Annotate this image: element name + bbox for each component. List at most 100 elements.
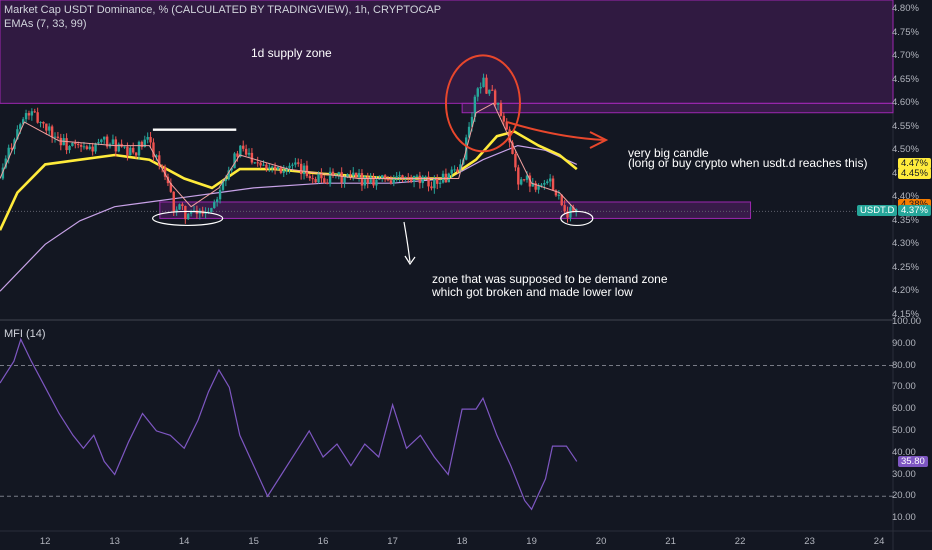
price-tick-2: 4.70% xyxy=(892,50,919,62)
mfi-tick-4: 60.00 xyxy=(892,403,916,415)
candle-body-101 xyxy=(294,162,297,165)
candle-body-189 xyxy=(548,178,552,182)
price-tick-6: 4.50% xyxy=(892,144,919,156)
candle-body-121 xyxy=(352,172,355,176)
candle-body-145 xyxy=(421,176,424,184)
mfi-tick-2: 80.00 xyxy=(892,359,916,371)
mfi-tick-3: 70.00 xyxy=(892,381,916,393)
candle-body-109 xyxy=(317,172,320,183)
white-pointer xyxy=(403,221,411,263)
candle-body-140 xyxy=(407,177,410,179)
price-badge-0: 4.47% xyxy=(898,158,931,170)
candle-body-49 xyxy=(143,139,146,147)
candle-body-130 xyxy=(378,178,381,180)
mfi-legend: MFI (14) xyxy=(4,328,46,340)
candle-body-1 xyxy=(4,158,7,168)
candle-body-129 xyxy=(375,179,378,186)
candle-body-93 xyxy=(270,166,274,168)
candle-body-171 xyxy=(496,102,500,105)
candle-body-164 xyxy=(476,88,479,97)
demand-zone-label: zone that was supposed to be demand zone xyxy=(432,272,668,286)
time-tick-4: 16 xyxy=(317,536,329,547)
candle-body-97 xyxy=(282,170,285,173)
candle-body-179 xyxy=(520,179,523,185)
candle-body-186 xyxy=(540,184,543,186)
candle-body-65 xyxy=(189,211,193,214)
candle-body-60 xyxy=(175,209,178,213)
candle-body-48 xyxy=(140,141,144,147)
candle-body-19 xyxy=(56,136,60,138)
candle-body-149 xyxy=(433,178,436,189)
time-tick-7: 19 xyxy=(526,536,537,547)
candle-body-88 xyxy=(256,162,259,164)
candle-body-137 xyxy=(398,175,401,177)
candle-body-62 xyxy=(181,204,184,206)
candle-body-107 xyxy=(311,178,314,180)
candle-body-102 xyxy=(297,162,300,164)
candle-body-96 xyxy=(279,167,283,173)
price-tick-11: 4.25% xyxy=(892,261,919,273)
demand-zone-note: which got broken and made lower low xyxy=(432,285,633,299)
candle-body-22 xyxy=(65,138,68,151)
candle-body-12 xyxy=(36,112,39,123)
candle-body-165 xyxy=(479,87,482,89)
candle-body-103 xyxy=(299,163,303,175)
candle-body-33 xyxy=(97,142,100,144)
candle-body-157 xyxy=(456,169,459,172)
time-tick-5: 17 xyxy=(387,536,398,547)
mfi-tick-0: 100.00 xyxy=(892,316,922,327)
low-ellipse-right xyxy=(560,210,594,227)
white-pointer-head xyxy=(404,255,416,266)
candle-body-82 xyxy=(239,145,242,157)
drawing-marks xyxy=(152,54,609,266)
candle-body-156 xyxy=(453,169,456,171)
candle-body-106 xyxy=(308,176,312,179)
candle-body-36 xyxy=(105,136,109,147)
candle-body-77 xyxy=(224,179,228,182)
candle-body-110 xyxy=(320,172,323,179)
red-arrow-head xyxy=(589,131,609,149)
candle-body-16 xyxy=(48,126,51,131)
candle-body-154 xyxy=(447,173,451,183)
candle-body-173 xyxy=(502,115,506,122)
candle-body-126 xyxy=(366,176,369,184)
candle-body-56 xyxy=(163,167,167,177)
candle-body-127 xyxy=(369,176,372,184)
candle-body-45 xyxy=(131,147,135,153)
price-tick-9: 4.35% xyxy=(892,214,919,226)
candle-body-54 xyxy=(158,155,161,166)
candle-body-115 xyxy=(334,174,338,176)
candle-body-47 xyxy=(137,141,141,156)
time-tick-1: 13 xyxy=(109,536,120,547)
candle-body-134 xyxy=(389,180,393,184)
time-tick-2: 14 xyxy=(178,536,190,547)
big-candle-circle xyxy=(444,54,521,153)
candle-body-176 xyxy=(511,142,514,155)
candle-body-169 xyxy=(491,89,494,91)
candle-body-138 xyxy=(401,175,404,179)
mfi-tick-1: 90.00 xyxy=(892,337,916,349)
time-tick-8: 20 xyxy=(595,536,607,547)
candle-body-3 xyxy=(10,147,13,150)
candle-body-7 xyxy=(21,119,25,125)
candle-body-111 xyxy=(323,178,326,183)
candle-body-105 xyxy=(305,165,309,177)
candle-body-100 xyxy=(291,164,294,166)
candle-body-18 xyxy=(53,136,57,138)
candle-body-34 xyxy=(100,139,103,143)
candle-body-147 xyxy=(427,176,430,187)
mfi-tick-8: 20.00 xyxy=(892,490,916,502)
time-tick-10: 22 xyxy=(734,536,746,547)
mfi-layer xyxy=(0,337,893,511)
candle-body-17 xyxy=(50,126,54,138)
mfi-current-badge: 35.80 xyxy=(898,455,928,467)
candle-body-83 xyxy=(242,145,245,149)
candle-body-123 xyxy=(357,173,361,178)
time-tick-11: 23 xyxy=(804,536,815,547)
candle-body-135 xyxy=(392,178,396,184)
price-tick-5: 4.55% xyxy=(892,120,919,132)
candle-body-116 xyxy=(337,172,340,175)
candle-body-20 xyxy=(59,137,63,146)
candle-body-50 xyxy=(146,136,149,140)
